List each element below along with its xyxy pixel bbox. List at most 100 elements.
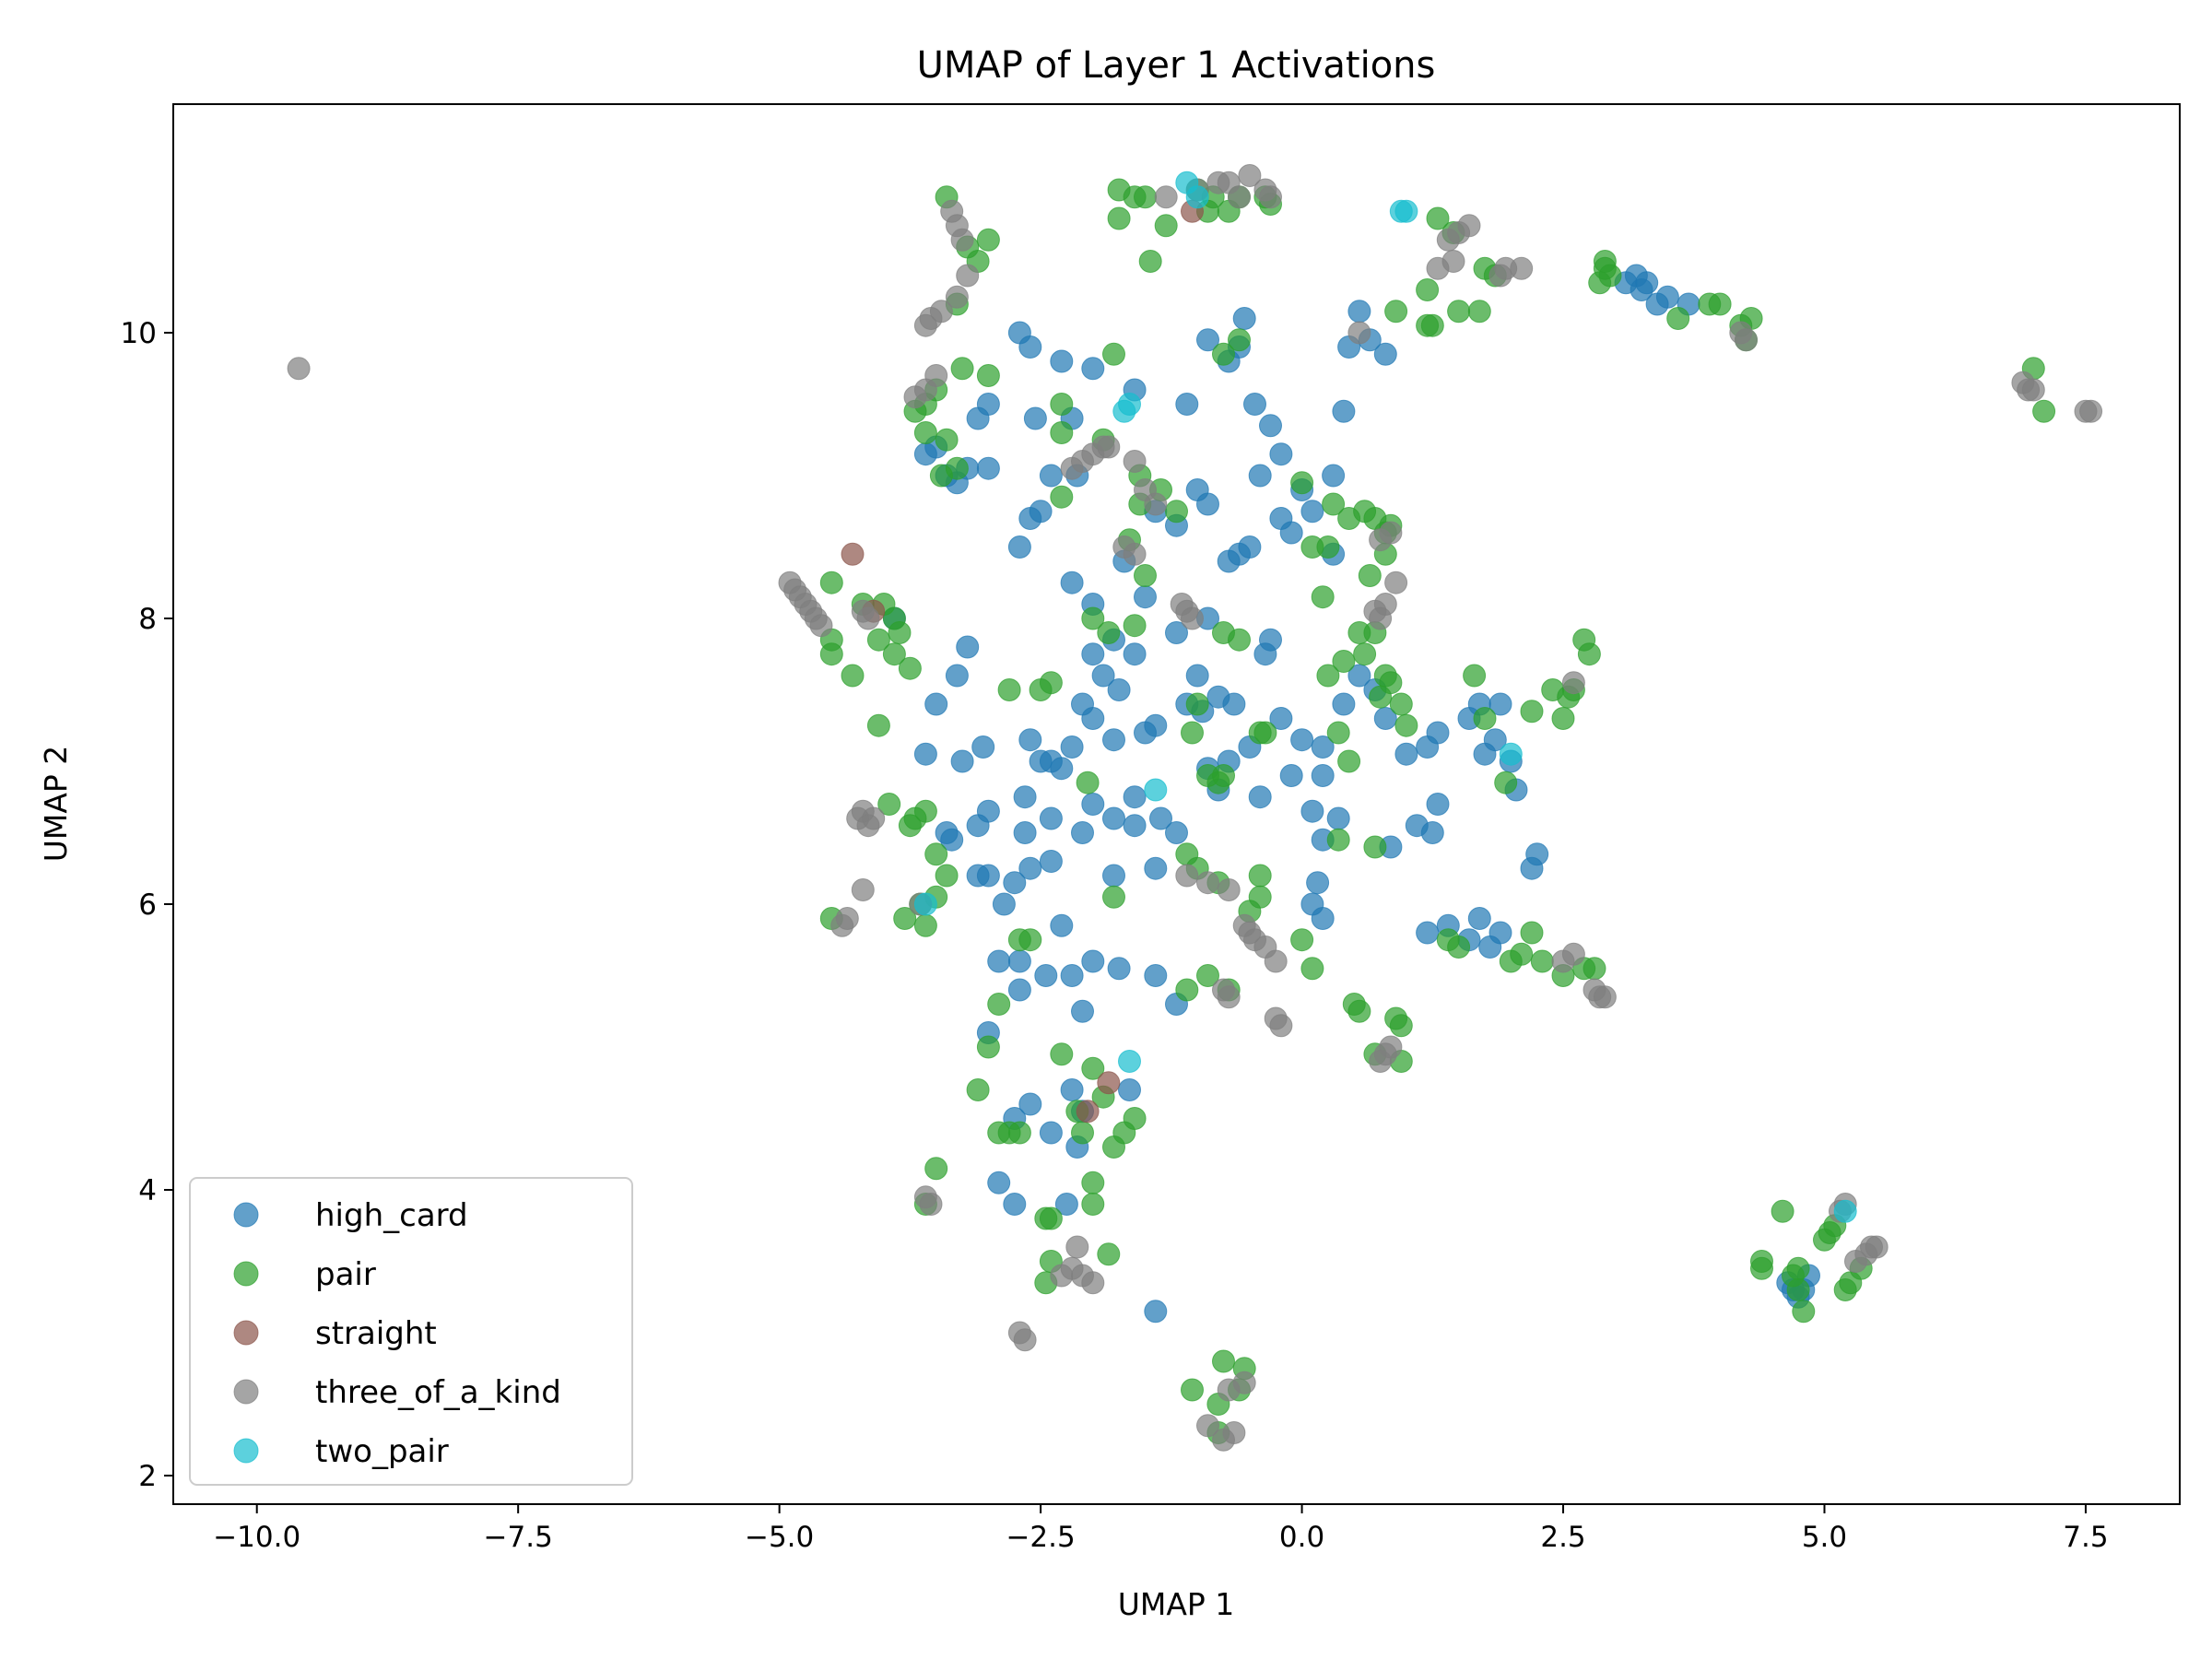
point-pair [1666,307,1690,330]
point-pair [1185,692,1209,716]
point-high_card [1488,692,1512,716]
x-tick-label: 2.5 [1540,1521,1585,1554]
point-pair [1290,471,1314,495]
point-pair [1081,1193,1105,1216]
point-high_card [1107,957,1131,981]
point-high_card [1039,806,1063,830]
point-three_of_a_kind [1238,164,1262,187]
point-three_of_a_kind [1065,1235,1089,1259]
point-pair [1353,642,1377,666]
point-pair [1228,628,1251,652]
point-pair [1165,500,1188,524]
legend-marker-three_of_a_kind [233,1379,259,1405]
point-pair [1332,650,1356,673]
point-pair [1253,721,1277,745]
point-pair [1181,1378,1204,1402]
point-two_pair [1394,199,1418,223]
point-high_card [1306,871,1330,895]
point-high_card [1165,621,1188,644]
plot-frame [172,103,2181,1505]
point-three_of_a_kind [1561,671,1585,695]
point-two_pair [913,892,937,916]
point-high_card [945,664,969,688]
point-high_card [1023,406,1047,430]
point-three_of_a_kind [1735,328,1758,352]
point-high_card [1007,949,1031,973]
point-pair [1102,885,1125,909]
point-pair [1248,864,1272,888]
x-axis-label: UMAP 1 [1118,1586,1235,1622]
point-pair [1039,1206,1063,1230]
point-three_of_a_kind [1097,435,1121,459]
point-pair [976,228,1000,252]
point-pair [1326,828,1350,852]
point-pair [1311,585,1335,609]
point-pair [1750,1256,1773,1280]
x-tick-label: −2.5 [1006,1521,1075,1554]
point-pair [1300,957,1324,981]
legend-marker-straight [233,1320,259,1346]
point-high_card [1300,500,1324,524]
point-high_card [1394,742,1418,766]
point-three_of_a_kind [1373,593,1397,616]
point-pair [997,678,1021,701]
point-high_card [1311,764,1335,787]
point-high_card [1347,300,1371,324]
point-high_card [1483,728,1507,752]
point-pair [1786,1256,1810,1280]
point-high_card [1269,442,1293,466]
point-pair [1212,342,1235,366]
point-high_card [940,828,964,852]
point-high_card [1322,464,1346,488]
point-three_of_a_kind [1175,864,1199,888]
point-pair [1050,1042,1074,1066]
point-pair [1107,206,1131,230]
point-pair [898,656,922,680]
y-axis: 2 4 6 8 10 [121,317,173,1493]
point-three_of_a_kind [1264,949,1288,973]
point-straight [1076,1100,1100,1124]
legend-label-straight: straight [315,1315,437,1352]
point-high_card [1091,664,1115,688]
point-high_card [1311,735,1335,759]
point-high_card [1018,728,1042,752]
point-pair [945,456,969,480]
point-three_of_a_kind [1561,942,1585,966]
point-high_card [1050,349,1074,373]
legend-box [189,1177,633,1486]
point-high_card [1232,307,1256,330]
point-pair [1551,707,1575,730]
point-pair [1337,749,1361,773]
point-pair [1416,278,1440,301]
point-three_of_a_kind [862,806,886,830]
point-high_card [1279,764,1303,787]
point-three_of_a_kind [1222,1421,1246,1444]
point-two_pair [1118,1050,1141,1073]
point-high_card [1311,907,1335,930]
point-pair [1426,206,1450,230]
point-pair [1771,1199,1794,1223]
point-high_card [1007,978,1031,1002]
point-high_card [1248,464,1272,488]
point-three_of_a_kind [1457,214,1481,238]
point-high_card [1326,806,1350,830]
point-pair [1510,942,1534,966]
point-pair [1494,771,1518,794]
point-three_of_a_kind [1865,1235,1888,1259]
legend-marker-two_pair [233,1438,259,1464]
point-high_card [1107,678,1131,701]
point-pair [913,421,937,444]
point-high_card [966,406,990,430]
point-high_card [1175,393,1199,416]
point-high_card [987,1171,1011,1194]
point-three_of_a_kind [809,614,833,638]
point-high_card [956,635,980,659]
point-pair [1181,721,1204,745]
point-three_of_a_kind [856,606,880,630]
point-three_of_a_kind [1154,185,1178,209]
point-pair [1384,300,1408,324]
point-pair [913,913,937,937]
point-high_card [1039,464,1063,488]
